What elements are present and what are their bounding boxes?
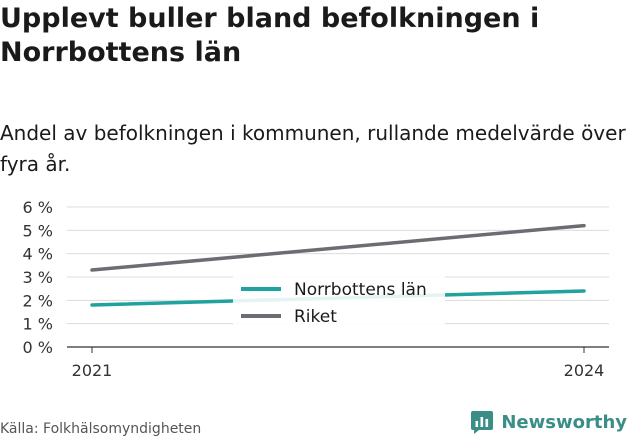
x-axis-tick-labels: 2021 2024 — [72, 347, 605, 380]
y-tick-label: 1 % — [23, 315, 53, 334]
y-tick-label: 5 % — [23, 221, 53, 240]
y-tick-label: 3 % — [23, 268, 53, 287]
footer: Källa: Folkhälsomyndigheten Newsworthy — [0, 410, 631, 439]
legend-label: Norrbottens län — [294, 280, 427, 300]
y-axis-tick-labels: 0 % 1 % 2 % 3 % 4 % 5 % 6 % — [23, 198, 53, 357]
brand-logo: Newsworthy — [470, 410, 627, 434]
source-note: Källa: Folkhälsomyndigheten — [0, 421, 202, 437]
legend: Norrbottens län Riket — [233, 273, 445, 329]
grid-lines — [67, 206, 609, 348]
brand-name: Newsworthy — [501, 411, 627, 433]
legend-label: Riket — [294, 307, 337, 327]
line-chart: 0 % 1 % 2 % 3 % 4 % 5 % 6 % 2021 2024 Norrbotte… — [23, 198, 609, 380]
legend-background — [233, 273, 445, 329]
newsworthy-logo-icon — [471, 411, 494, 434]
y-tick-label: 6 % — [23, 198, 53, 217]
y-tick-label: 4 % — [23, 245, 53, 264]
x-tick-label: 2021 — [72, 361, 113, 380]
chart-subtitle: Andel av befolkningen i kommunen, rullan… — [0, 121, 626, 176]
series-line-riket — [90, 223, 586, 272]
y-tick-label: 2 % — [23, 291, 53, 310]
chart-title: Upplevt buller bland befolkningen i Norr… — [0, 3, 540, 68]
x-tick-label: 2024 — [564, 361, 605, 380]
y-tick-label: 0 % — [23, 338, 53, 357]
